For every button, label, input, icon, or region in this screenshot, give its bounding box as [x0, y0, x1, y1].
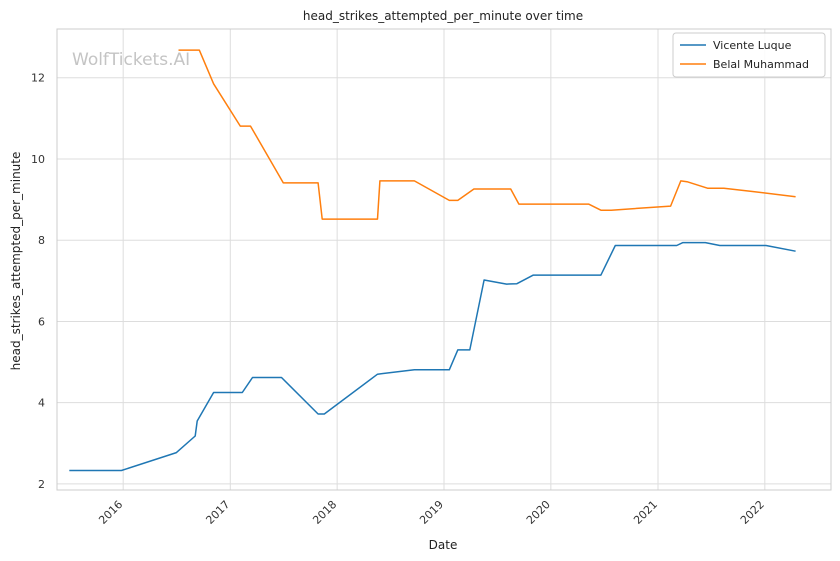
y-axis-title: head_strikes_attempted_per_minute [9, 152, 23, 371]
x-tick-label: 2021 [631, 498, 660, 527]
legend-box [672, 32, 826, 78]
series-line-belal-muhammad [178, 49, 796, 220]
series-line-vicente-luque [69, 241, 796, 472]
y-tick-label: 2 [38, 478, 45, 491]
chart-title: head_strikes_attempted_per_minute over t… [303, 9, 583, 23]
x-tick-label: 2018 [310, 498, 339, 527]
legend: Vicente Luque Belal Muhammad [672, 32, 826, 78]
x-tick-label: 2022 [738, 498, 767, 527]
y-tick-label: 4 [38, 397, 45, 410]
y-axis-ticks: 2 4 6 8 10 12 [31, 72, 45, 491]
x-tick-label: 2017 [203, 498, 232, 527]
legend-label-vicente-luque: Vicente Luque [713, 39, 792, 52]
y-tick-label: 12 [31, 72, 45, 85]
plot-frame [56, 28, 832, 491]
x-axis-title: Date [429, 538, 458, 552]
y-tick-label: 8 [38, 234, 45, 247]
y-tick-label: 6 [38, 315, 45, 328]
x-tick-label: 2019 [417, 498, 446, 527]
x-tick-label: 2020 [524, 498, 553, 527]
watermark: WolfTickets.AI [72, 50, 190, 70]
gridlines [57, 29, 831, 490]
series-lines [69, 49, 796, 472]
x-axis-ticks: 2016 2017 2018 2019 2020 2021 2022 [96, 498, 767, 527]
legend-label-belal-muhammad: Belal Muhammad [713, 58, 809, 71]
x-tick-label: 2016 [96, 498, 125, 527]
y-tick-label: 10 [31, 153, 45, 166]
